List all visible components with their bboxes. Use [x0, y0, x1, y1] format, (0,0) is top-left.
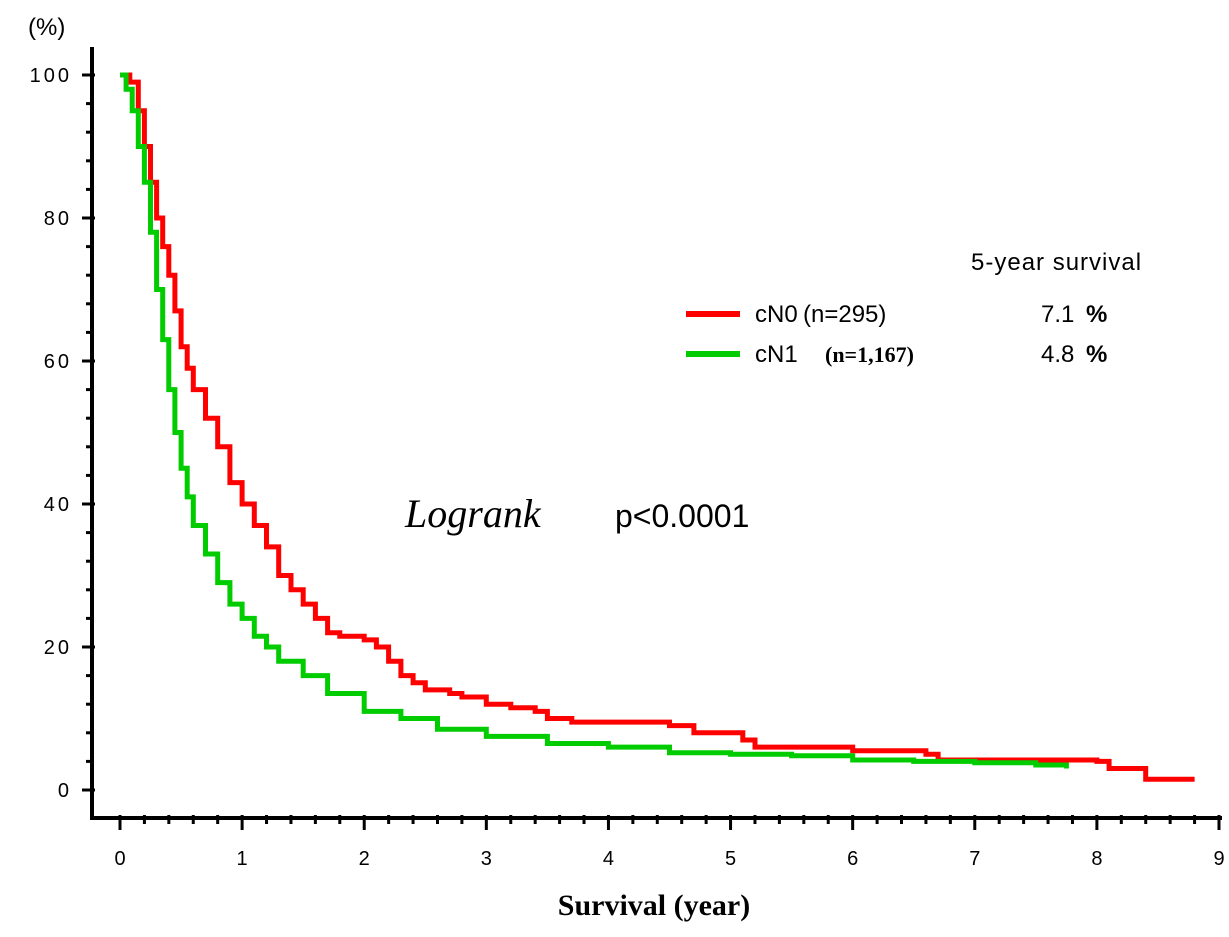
- series-layer: [120, 72, 1195, 782]
- legend-n-cN0: (n=295): [803, 301, 886, 328]
- y-tick-label: 80: [44, 208, 72, 230]
- x-axis-ticks: 0 1 2 3 4 5 6 7 8 9: [114, 815, 1225, 870]
- y-axis-unit-label: (%): [28, 14, 65, 41]
- x-tick-label: 7: [969, 848, 980, 870]
- legend-5yr-cN1: 4.8: [1041, 341, 1074, 368]
- legend-label-cN1: cN1: [755, 341, 798, 368]
- x-tick-label: 1: [237, 848, 248, 870]
- x-tick-label: 9: [1213, 848, 1224, 870]
- y-tick-label: 60: [44, 351, 72, 373]
- y-tick-label: 0: [58, 780, 72, 802]
- x-tick-label: 2: [359, 848, 370, 870]
- x-tick-label: 4: [603, 848, 614, 870]
- legend-5yr-cN0-percent: %: [1086, 301, 1107, 328]
- y-tick-label: 40: [44, 494, 72, 516]
- legend-5yr-cN1-percent: %: [1086, 341, 1107, 368]
- legend-n-cN1: (n=1,167): [825, 342, 914, 367]
- legend-label-cN0: cN0: [755, 301, 798, 328]
- logrank-label: Logrank: [404, 491, 542, 536]
- y-tick-label: 20: [44, 637, 72, 659]
- p-value-label: p<0.0001: [615, 498, 749, 534]
- y-tick-label: 100: [30, 65, 72, 87]
- legend-5yr-cN0: 7.1: [1041, 301, 1074, 328]
- legend-title: 5-year survival: [971, 249, 1142, 276]
- x-tick-label: 5: [725, 848, 736, 870]
- x-tick-label: 3: [481, 848, 492, 870]
- series-line-cN0: [120, 72, 1195, 782]
- x-axis-title: Survival (year): [558, 889, 750, 922]
- x-tick-label: 8: [1091, 848, 1102, 870]
- y-axis-ticks: 0 20 40 60 80 100: [30, 65, 95, 802]
- series-line-cN1: [120, 72, 1069, 769]
- x-tick-label: 0: [114, 848, 125, 870]
- x-tick-label: 6: [847, 848, 858, 870]
